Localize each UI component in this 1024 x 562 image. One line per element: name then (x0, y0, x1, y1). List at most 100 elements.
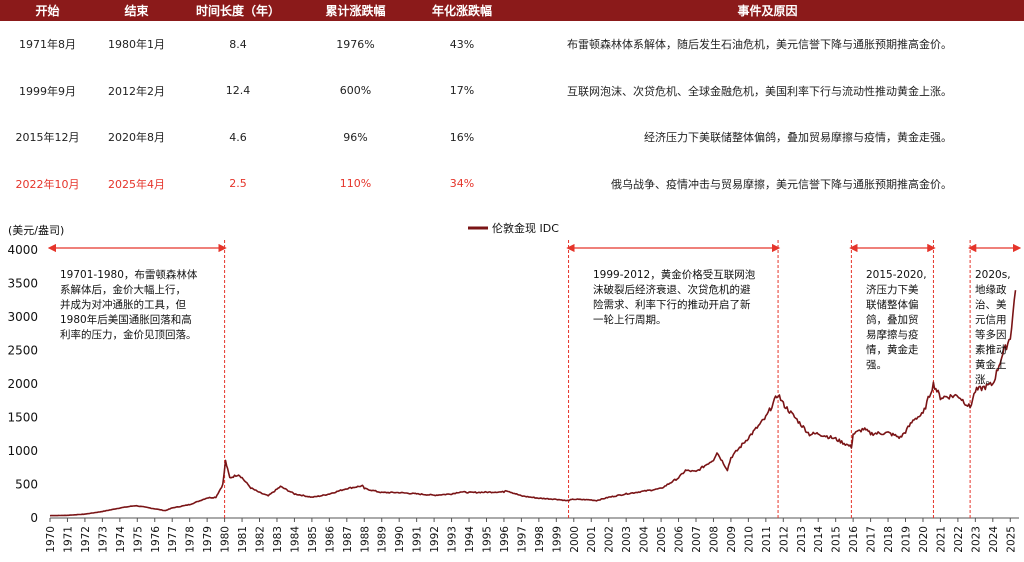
x-tick-label: 2000 (569, 526, 581, 553)
cell-start: 2015年12月 (15, 131, 80, 145)
annotation-line: 地缘政 (975, 284, 1007, 296)
x-tick-label: 2008 (708, 526, 720, 553)
annotation-line: 等多因 (975, 329, 1007, 341)
annotation-line: 2020s, (975, 269, 1011, 281)
header-duration: 时间长度（年） (178, 0, 298, 21)
header-start: 开始 (0, 0, 95, 21)
cell-cumulative: 110% (339, 177, 372, 191)
x-tick-label: 1980 (220, 526, 232, 553)
x-tick-label: 1984 (289, 526, 301, 553)
cell-cumulative: 600% (339, 84, 372, 98)
cell-event: 俄乌战争、疫情冲击与贸易摩擦，美元信誉下降与通胀预期推高金价。 (611, 177, 952, 191)
table-row-highlighted: 2022年10月 2025年4月 2.5 110% 34% 俄乌战争、疫情冲击与… (0, 161, 1024, 208)
x-tick-label: 2017 (866, 526, 878, 553)
annotation-line: 联储整体偏 (866, 299, 919, 311)
x-tick-label: 1979 (202, 526, 214, 553)
table-row: 2015年12月 2020年8月 4.6 96% 16% 经济压力下美联储整体偏… (0, 114, 1024, 161)
x-tick-label: 2002 (604, 526, 616, 553)
x-tick-label: 2025 (1005, 526, 1017, 553)
annotation-line: 情，黄金走 (866, 344, 919, 356)
x-tick-label: 2020 (918, 526, 930, 553)
cell-duration: 2.5 (229, 177, 247, 191)
gold-price-chart: (美元/盎司) 0 500 1000 1500 2000 2500 3000 3500 4000 1… (7, 221, 1022, 553)
annotation-line: 黄金上 (975, 359, 1007, 371)
x-tick-label: 1999 (551, 526, 563, 553)
y-tick-label: 1000 (7, 444, 38, 458)
annotation-line: 1999-2012，黄金价格受互联网泡 (593, 269, 756, 281)
annotation-line: 2015-2020, (866, 269, 927, 281)
annotation-line: 险需求、利率下行的推动开启了新 (593, 299, 751, 311)
annotation-line: 治、美 (975, 299, 1007, 311)
x-tick-label: 2007 (691, 526, 703, 553)
x-tick-label: 1974 (115, 526, 127, 553)
x-tick-label: 2022 (953, 526, 965, 553)
annotation-line: 涨。 (975, 374, 996, 386)
cell-cumulative: 96% (343, 130, 368, 144)
x-tick-label: 1991 (412, 526, 424, 553)
events-table: 开始 结束 时间长度（年） 累计涨跌幅 年化涨跌幅 事件及原因 1971年8月 … (0, 0, 1024, 207)
cell-start: 1999年9月 (19, 84, 76, 98)
x-tick-label: 2001 (586, 526, 598, 553)
cell-duration: 8.4 (229, 37, 247, 51)
x-tick-label: 1995 (481, 526, 493, 553)
x-tick-label: 2003 (621, 526, 633, 553)
x-tick-label: 2021 (935, 526, 947, 553)
x-tick-label: 2016 (848, 526, 860, 553)
annotation-line: 1980年后美国通胀回落和高 (60, 314, 192, 326)
y-tick-label: 2500 (7, 344, 38, 358)
annotation-text: 2015-2020, 济压力下美 联储整体偏 鸽，叠加贸 易摩擦与疫 情，黄金走 强。 (866, 268, 927, 373)
cell-start: 2022年10月 (15, 177, 80, 191)
cell-duration: 12.4 (225, 84, 251, 98)
x-tick-label: 1997 (516, 526, 528, 553)
x-tick-label: 1977 (167, 526, 179, 553)
cell-end: 2012年2月 (108, 84, 165, 98)
cell-start: 1971年8月 (19, 38, 76, 52)
table-row: 1971年8月 1980年1月 8.4 1976% 43% 布雷顿森林体系解体，… (0, 21, 1024, 68)
x-tick-label: 1987 (342, 526, 354, 553)
x-tick-label: 2018 (883, 526, 895, 553)
cell-annualized: 17% (449, 84, 475, 98)
annotation-line: 利率的压力，金价见顶回落。 (60, 329, 197, 341)
x-tick-label: 2014 (813, 526, 825, 553)
x-tick-label: 1983 (272, 526, 284, 553)
annotation-text: 2020s, 地缘政 治、美 元信用 等多因 素推动 黄金上 涨。 (975, 268, 1011, 388)
annotation-text: 19701-1980，布雷顿森林体 系解体后，金价大幅上行， 并成为对冲通胀的工具，… (60, 268, 197, 343)
x-tick-label: 1973 (97, 526, 109, 553)
header-event: 事件及原因 (511, 0, 1024, 21)
cell-end: 1980年1月 (108, 38, 165, 52)
table-row: 1999年9月 2012年2月 12.4 600% 17% 互联网泡沫、次贷危机… (0, 68, 1024, 115)
cell-end: 2020年8月 (108, 131, 165, 145)
x-tick-label: 2013 (796, 526, 808, 553)
annotation-line: 19701-1980，布雷顿森林体 (60, 269, 198, 281)
x-tick-label: 2004 (639, 526, 651, 553)
table-header-row: 开始 结束 时间长度（年） 累计涨跌幅 年化涨跌幅 事件及原因 (0, 0, 1024, 21)
x-tick-label: 1970 (45, 526, 57, 553)
x-tick-label: 2009 (726, 526, 738, 553)
annotation-line: 一轮上行周期。 (593, 314, 667, 326)
x-tick-label: 2023 (970, 526, 982, 553)
annotation-text: 1999-2012，黄金价格受互联网泡 沫破裂后经济衰退、次贷危机的避 险需求、利率… (593, 268, 755, 328)
annotation-line: 并成为对冲通胀的工具，但 (60, 299, 186, 311)
y-tick-label: 0 (30, 511, 38, 525)
x-tick-label: 1978 (185, 526, 197, 553)
x-tick-label: 1990 (394, 526, 406, 553)
annotation-line: 素推动 (975, 344, 1007, 356)
cell-duration: 4.6 (229, 130, 247, 144)
x-tick-label: 1992 (429, 526, 441, 553)
x-tick-label: 1971 (62, 526, 74, 553)
header-cumulative: 累计涨跌幅 (298, 0, 413, 21)
x-tick-label: 1981 (237, 526, 249, 553)
cell-annualized: 34% (449, 177, 475, 191)
annotation-line: 沫破裂后经济衰退、次贷危机的避 (593, 284, 751, 296)
x-tick-label: 1976 (150, 526, 162, 553)
annotation-line: 强。 (866, 359, 887, 371)
header-end: 结束 (95, 0, 178, 21)
annotation-line: 济压力下美 (866, 284, 919, 296)
series-line-gold (49, 290, 1017, 517)
cell-annualized: 43% (449, 37, 475, 51)
x-tick-label: 1996 (499, 526, 511, 553)
x-tick-label: 1994 (464, 526, 476, 553)
cell-event: 互联网泡沫、次贷危机、全球金融危机，美国利率下行与流动性推动黄金上涨。 (567, 84, 952, 98)
x-tick-label: 1993 (447, 526, 459, 553)
y-tick-label: 3000 (7, 310, 38, 324)
